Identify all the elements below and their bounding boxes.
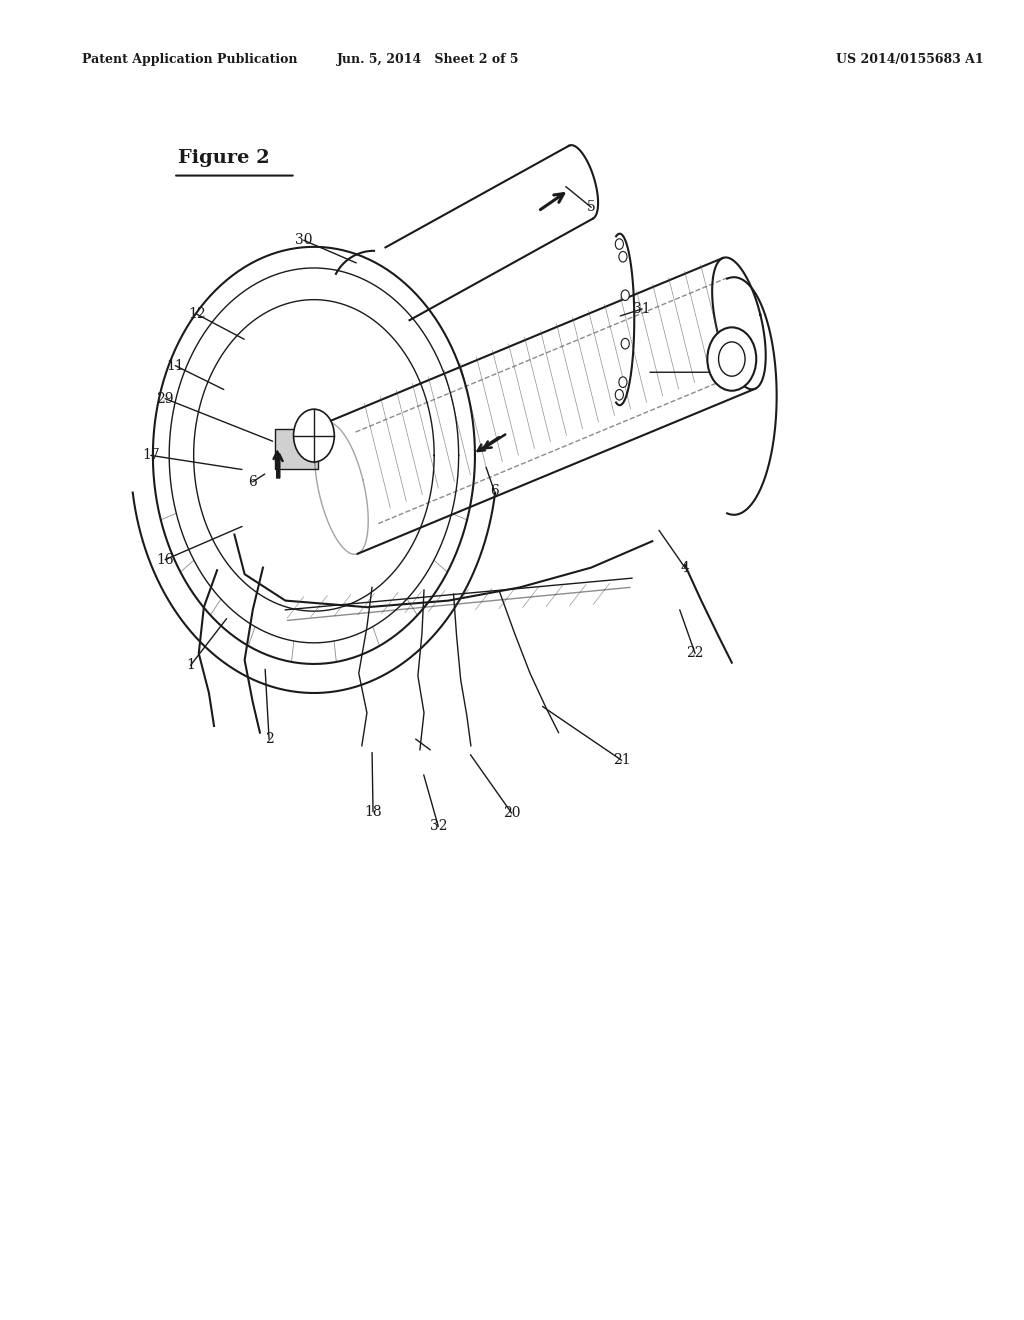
Text: 13: 13 bbox=[733, 366, 751, 379]
Circle shape bbox=[615, 239, 624, 249]
Text: 5: 5 bbox=[587, 201, 596, 214]
Text: 30: 30 bbox=[295, 234, 312, 247]
Circle shape bbox=[618, 378, 627, 388]
Text: 17: 17 bbox=[142, 449, 160, 462]
Circle shape bbox=[719, 342, 745, 376]
Text: Patent Application Publication: Patent Application Publication bbox=[82, 53, 297, 66]
Text: 20: 20 bbox=[503, 807, 520, 820]
Text: 22: 22 bbox=[686, 647, 703, 660]
Text: 4: 4 bbox=[681, 561, 689, 574]
Text: 2: 2 bbox=[264, 733, 273, 746]
Text: Jun. 5, 2014   Sheet 2 of 5: Jun. 5, 2014 Sheet 2 of 5 bbox=[337, 53, 519, 66]
Circle shape bbox=[622, 338, 630, 348]
Circle shape bbox=[618, 251, 627, 261]
Circle shape bbox=[622, 290, 630, 301]
Text: 18: 18 bbox=[365, 805, 382, 818]
Text: 11: 11 bbox=[167, 359, 184, 372]
Text: 29: 29 bbox=[157, 392, 174, 405]
Text: 21: 21 bbox=[613, 754, 631, 767]
Bar bbox=[275, 429, 318, 469]
Circle shape bbox=[708, 327, 757, 391]
Text: 6: 6 bbox=[489, 484, 499, 498]
Text: 31: 31 bbox=[633, 302, 651, 315]
Text: Figure 2: Figure 2 bbox=[178, 149, 270, 168]
Text: 1: 1 bbox=[186, 659, 195, 672]
Text: US 2014/0155683 A1: US 2014/0155683 A1 bbox=[836, 53, 983, 66]
Text: 6: 6 bbox=[249, 475, 257, 488]
Circle shape bbox=[294, 409, 334, 462]
Text: 12: 12 bbox=[187, 308, 206, 321]
Circle shape bbox=[615, 389, 624, 400]
Text: 32: 32 bbox=[429, 820, 447, 833]
Text: 16: 16 bbox=[157, 553, 174, 566]
